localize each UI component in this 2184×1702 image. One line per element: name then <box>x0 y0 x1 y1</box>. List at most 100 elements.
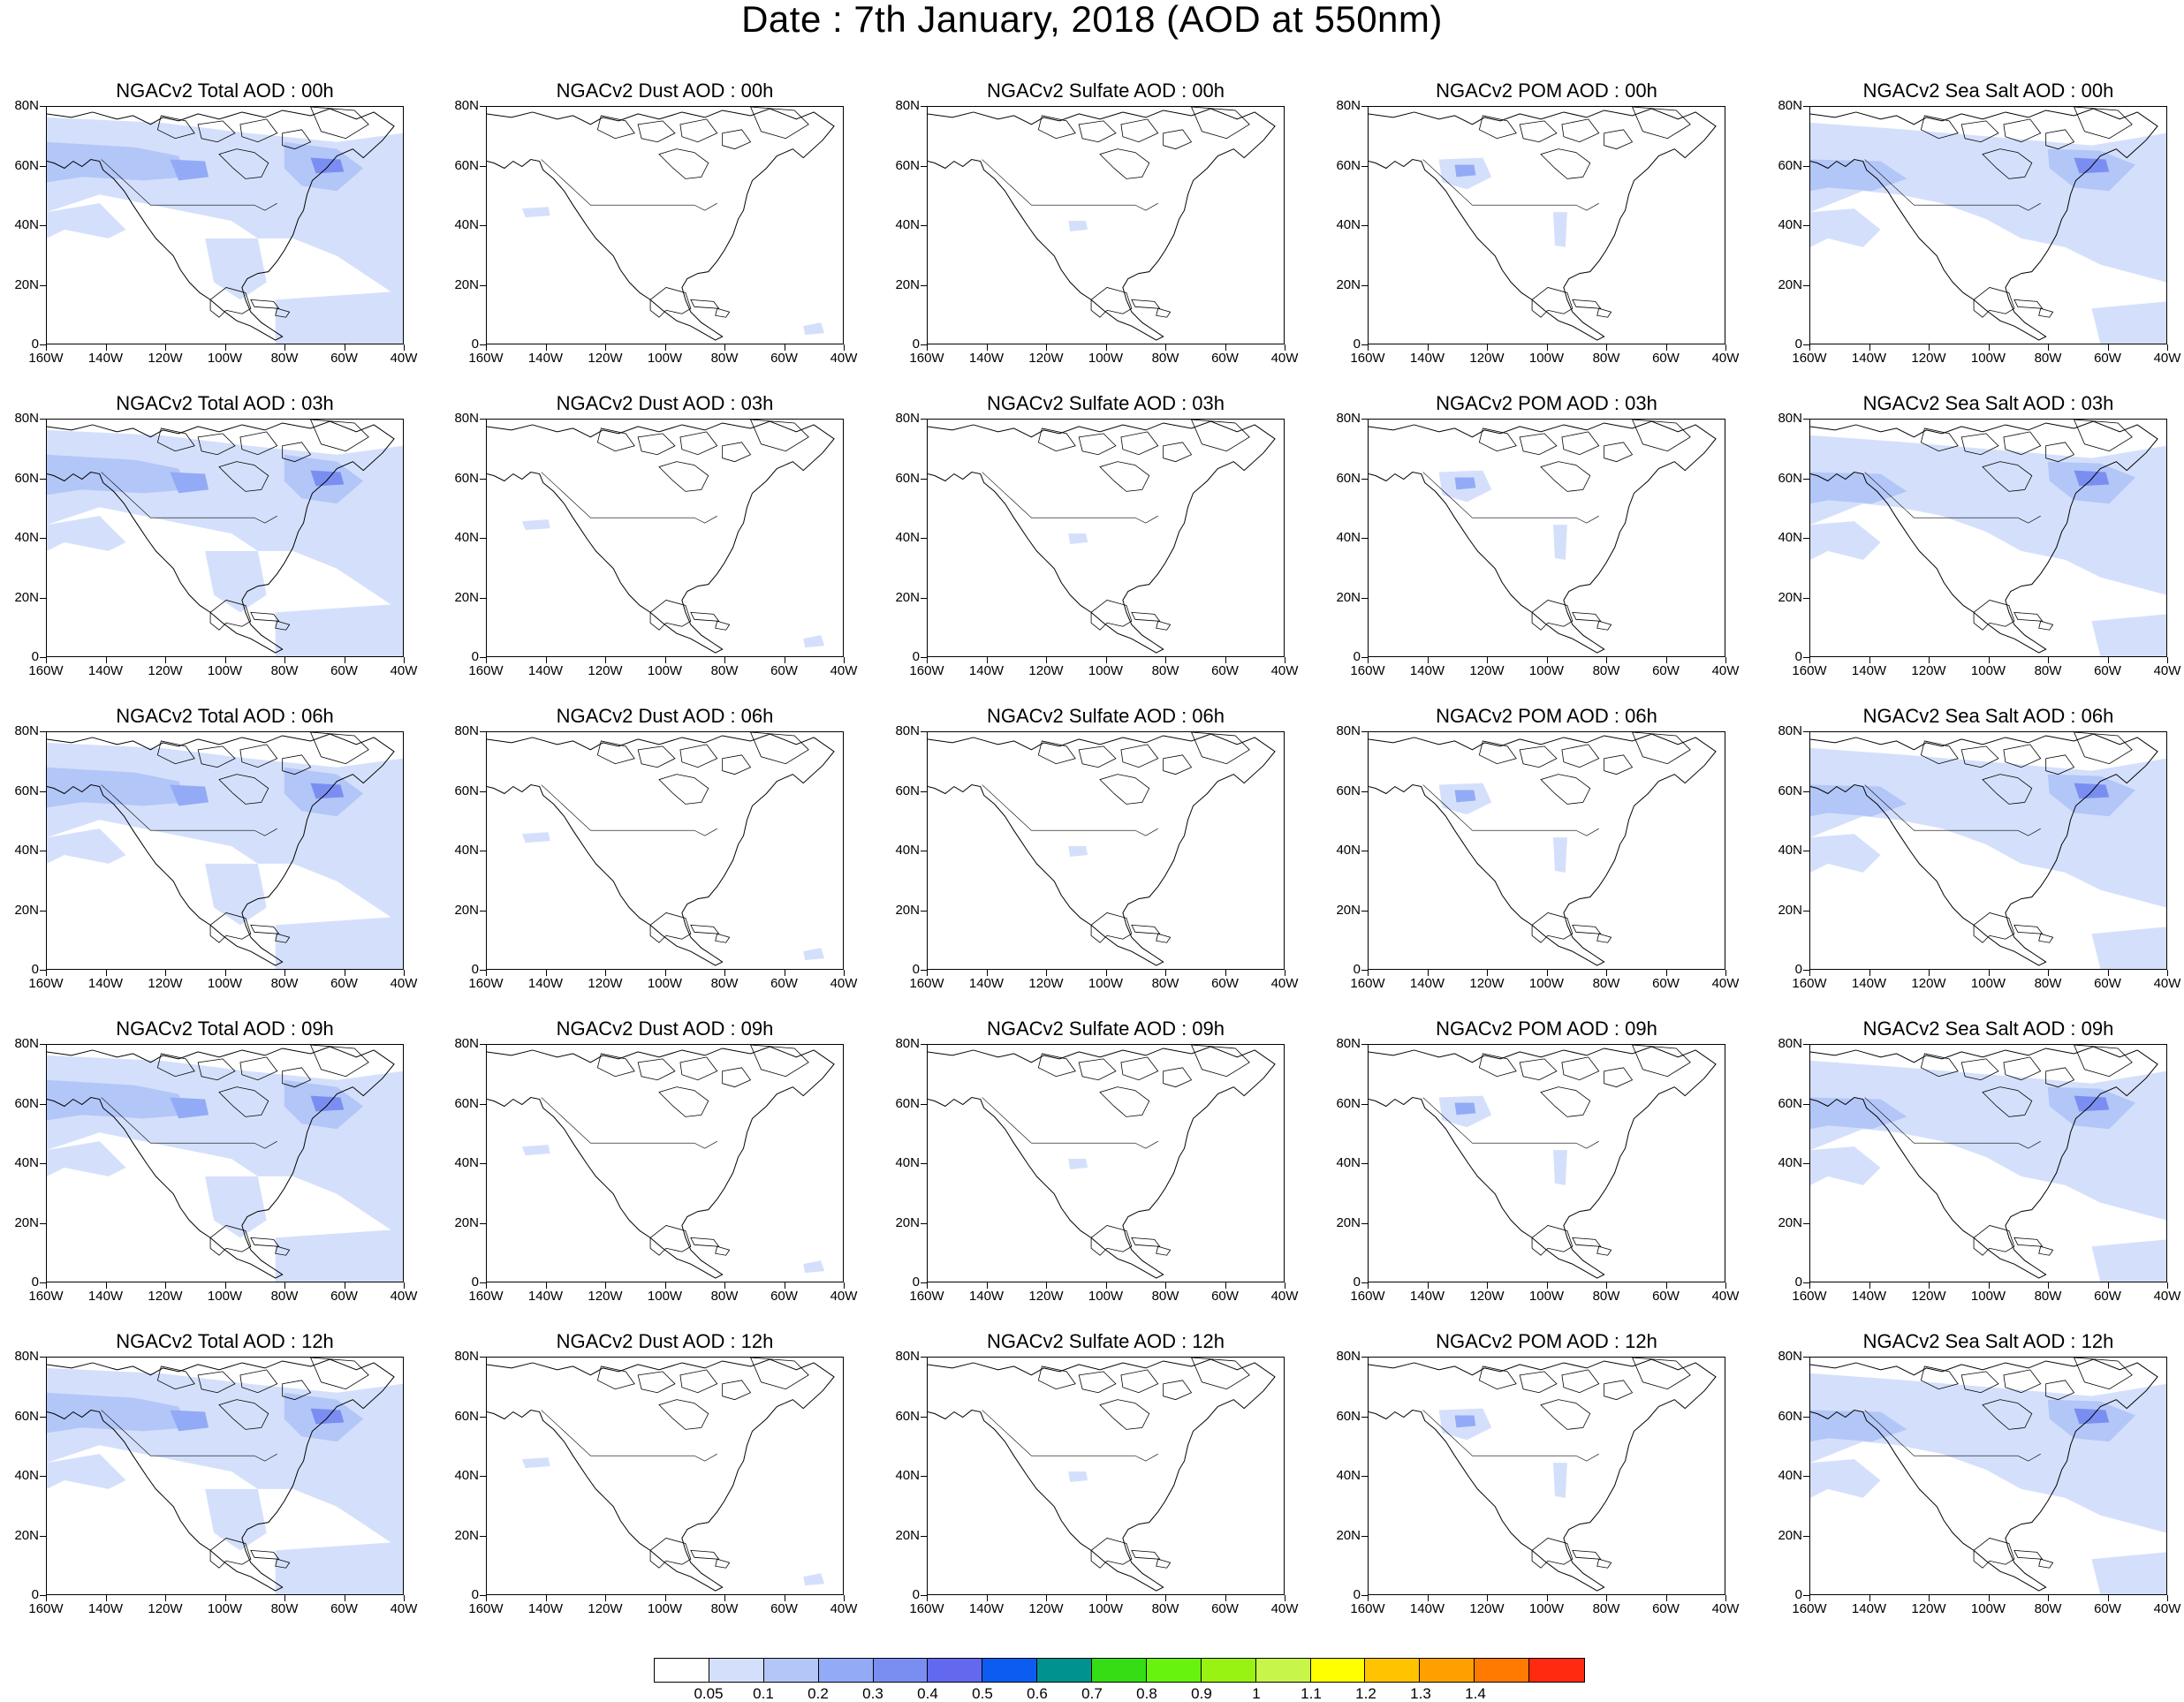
coastline <box>596 740 635 765</box>
y-tick-label: 20N <box>1336 902 1361 918</box>
coastline <box>197 1058 236 1081</box>
x-tick-label: 40W <box>1270 351 1299 366</box>
coastline <box>1120 1369 1159 1394</box>
coastline <box>715 620 731 631</box>
x-tick-label: 120W <box>1911 351 1946 366</box>
x-tick-mark <box>1046 657 1047 663</box>
y-tick-label: 20N <box>895 1527 920 1543</box>
x-tick-mark <box>605 970 606 976</box>
map-plot-area <box>927 1357 1285 1595</box>
x-tick-mark <box>1809 657 1810 663</box>
coastline <box>275 1558 291 1569</box>
x-tick-label: 160W <box>909 976 944 991</box>
y-tick-label: 40N <box>1336 530 1361 545</box>
y-tick-mark <box>1361 1222 1368 1224</box>
aod-shading <box>47 828 126 864</box>
colorbar-label: 0.6 <box>1027 1685 1048 1702</box>
coastline <box>282 754 312 775</box>
colorbar-label: 1.3 <box>1410 1685 1431 1702</box>
y-tick-mark <box>40 731 46 732</box>
coastline <box>2074 1045 2133 1078</box>
coastline <box>156 1053 195 1078</box>
coastline <box>1478 427 1517 452</box>
x-tick-label: 60W <box>770 1289 798 1304</box>
y-tick-mark <box>40 970 46 971</box>
x-tick-label: 80W <box>2034 1601 2062 1616</box>
x-tick-label: 80W <box>710 976 739 991</box>
x-tick-mark <box>545 1595 547 1601</box>
x-tick-label: 60W <box>1652 1601 1680 1616</box>
x-tick-label: 160W <box>909 663 944 678</box>
y-tick-mark <box>40 1222 46 1224</box>
x-tick-label: 120W <box>588 976 623 991</box>
x-tick-label: 120W <box>148 351 183 366</box>
map-panel: NGACv2 Sea Salt AOD : 12h 80N 60N 40N 20N 0 16… <box>1763 1328 2184 1641</box>
coastline <box>1519 1371 1558 1394</box>
x-tick-label: 80W <box>710 1289 739 1304</box>
coastline <box>1540 1086 1591 1117</box>
coastline <box>1596 1245 1612 1256</box>
x-tick-label: 140W <box>968 1601 1005 1616</box>
y-tick-mark <box>921 538 927 539</box>
map-panel: NGACv2 Sea Salt AOD : 00h 80N 60N 40N 20N 0 16… <box>1763 78 2184 390</box>
y-tick-mark <box>921 731 927 732</box>
x-tick-label: 100W <box>1970 976 2006 991</box>
aod-field-map <box>1810 107 2166 344</box>
map-plot-area <box>486 106 844 344</box>
x-tick-label: 60W <box>1652 663 1680 678</box>
coastline <box>275 620 291 631</box>
y-tick-label: 0 <box>912 1275 920 1290</box>
coastline <box>637 745 676 768</box>
y-tick-mark <box>1361 478 1368 480</box>
colorbar-box <box>1037 1659 1092 1682</box>
colorbar-box <box>982 1659 1038 1682</box>
map-plot-area <box>1368 1044 1725 1282</box>
y-tick-label: 80N <box>1778 723 1802 738</box>
coastline <box>197 1371 236 1394</box>
x-tick-mark <box>927 970 928 976</box>
coastline <box>1156 1245 1172 1256</box>
coastline <box>1810 108 2158 341</box>
x-tick-mark <box>1546 970 1548 976</box>
y-tick-label: 80N <box>454 1349 479 1364</box>
x-tick-label: 120W <box>588 663 623 678</box>
y-tick-label: 60N <box>454 157 479 173</box>
coastline <box>1156 933 1172 943</box>
colorbar-box <box>1365 1659 1421 1682</box>
aod-shading <box>47 1141 126 1176</box>
x-tick-label: 120W <box>1028 663 1064 678</box>
x-tick-label: 160W <box>909 1289 944 1304</box>
coastline <box>1478 1365 1517 1390</box>
y-tick-mark <box>921 1535 927 1537</box>
coastline <box>1163 442 1193 463</box>
x-tick-label: 140W <box>968 663 1005 678</box>
x-tick-label: 120W <box>1028 976 1064 991</box>
y-tick-mark <box>1361 419 1368 420</box>
aod-shading <box>170 1097 209 1119</box>
y-tick-mark <box>480 1595 486 1596</box>
coastline <box>1099 148 1150 179</box>
coastline <box>2013 611 2044 622</box>
x-tick-mark <box>844 1282 845 1289</box>
x-tick-mark <box>1165 1595 1166 1601</box>
coastline <box>1099 1399 1150 1430</box>
colorbar-box <box>1092 1659 1147 1682</box>
x-tick-mark <box>927 657 928 663</box>
y-tick-mark <box>1803 106 1809 107</box>
map-plot-area <box>927 106 1285 344</box>
coastline <box>2038 1245 2054 1256</box>
coastline <box>1090 1225 1133 1256</box>
y-tick-label: 40N <box>1778 1468 1802 1483</box>
x-tick-mark <box>1225 970 1226 976</box>
aod-shading <box>275 1229 403 1282</box>
country-border <box>1422 1097 1599 1149</box>
aod-shading <box>1810 122 2166 283</box>
colorbar-box <box>1420 1659 1475 1682</box>
x-tick-mark <box>1546 657 1548 663</box>
coastline <box>1037 427 1076 452</box>
coastline <box>1810 733 2158 966</box>
y-tick-label: 80N <box>14 98 39 113</box>
coastline <box>750 732 809 765</box>
coastline <box>658 148 709 179</box>
y-tick-mark <box>1361 1416 1368 1418</box>
